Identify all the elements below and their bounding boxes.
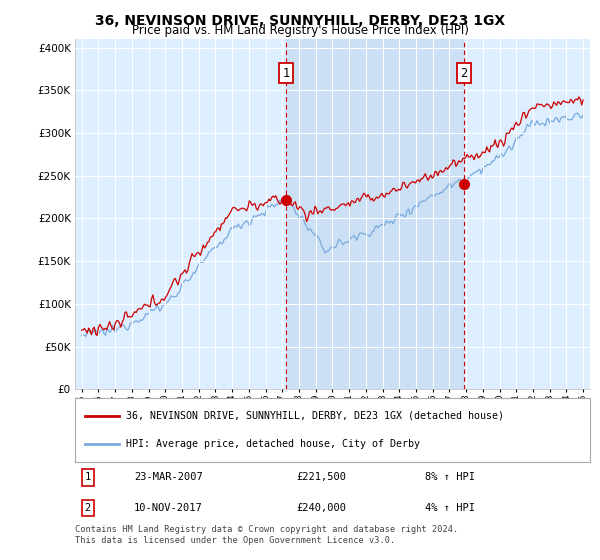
Text: 10-NOV-2017: 10-NOV-2017 — [134, 503, 203, 513]
Text: 1: 1 — [85, 473, 91, 482]
Text: 8% ↑ HPI: 8% ↑ HPI — [425, 473, 475, 482]
Text: Price paid vs. HM Land Registry's House Price Index (HPI): Price paid vs. HM Land Registry's House … — [131, 24, 469, 37]
Text: £221,500: £221,500 — [296, 473, 346, 482]
Text: 4% ↑ HPI: 4% ↑ HPI — [425, 503, 475, 513]
Text: 36, NEVINSON DRIVE, SUNNYHILL, DERBY, DE23 1GX: 36, NEVINSON DRIVE, SUNNYHILL, DERBY, DE… — [95, 14, 505, 28]
Text: 2: 2 — [460, 67, 467, 80]
Text: 23-MAR-2007: 23-MAR-2007 — [134, 473, 203, 482]
Text: £240,000: £240,000 — [296, 503, 346, 513]
Text: 2: 2 — [85, 503, 91, 513]
Text: 36, NEVINSON DRIVE, SUNNYHILL, DERBY, DE23 1GX (detached house): 36, NEVINSON DRIVE, SUNNYHILL, DERBY, DE… — [127, 410, 505, 421]
Text: HPI: Average price, detached house, City of Derby: HPI: Average price, detached house, City… — [127, 439, 421, 449]
Bar — [286, 39, 464, 389]
Text: 1: 1 — [283, 67, 289, 80]
Text: Contains HM Land Registry data © Crown copyright and database right 2024.
This d: Contains HM Land Registry data © Crown c… — [75, 525, 458, 545]
